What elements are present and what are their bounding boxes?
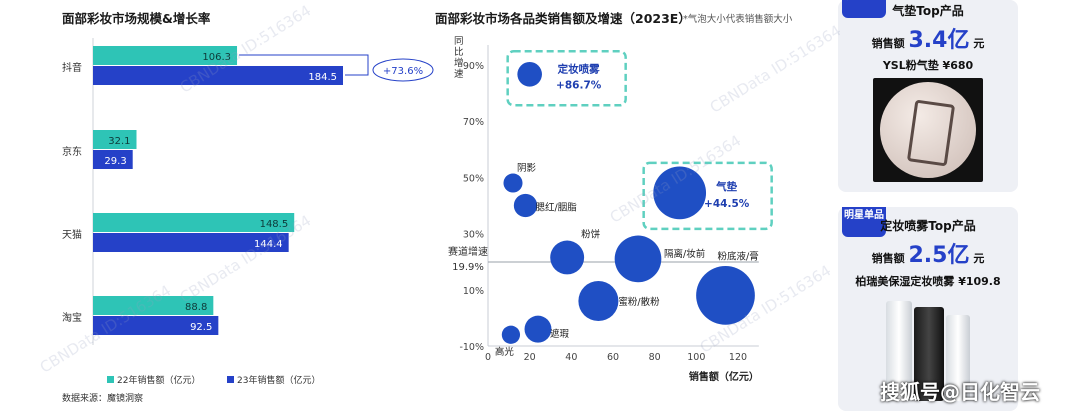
y-tick-label: 70% xyxy=(463,117,484,128)
x-tick-label: 120 xyxy=(729,352,747,363)
highlight-name: 定妆喷雾 xyxy=(557,62,600,75)
cushion-sales-row: 销售额 3.4亿 元 xyxy=(848,22,1008,54)
cushion-top-label: 气垫Top产品 xyxy=(892,4,964,18)
y-tick-label: 30% xyxy=(463,230,484,241)
bar-2023 xyxy=(93,150,133,169)
bar-2023 xyxy=(93,66,343,85)
footer-brand: 搜狐号@日化智云 xyxy=(880,380,1040,404)
bubble xyxy=(517,61,542,87)
bar-2022 xyxy=(93,213,295,232)
sales-label: 销售额 xyxy=(871,252,905,265)
sales-value: 2.5亿 xyxy=(908,243,970,268)
bar-value-label: 144.4 xyxy=(254,239,283,250)
x-tick-label: 80 xyxy=(649,352,661,363)
data-source: 数据来源：魔镜洞察 xyxy=(62,394,144,404)
bubble-label: 粉底液/膏 xyxy=(718,250,759,262)
highlight-box xyxy=(506,50,627,107)
cushion-product-image xyxy=(873,78,983,182)
bar-value-label: 92.5 xyxy=(190,322,212,333)
left-chart-title: 面部彩妆市场规模&增长率 xyxy=(62,11,211,26)
bar-2023 xyxy=(93,316,219,335)
bubble-label: 腮红/胭脂 xyxy=(536,202,578,214)
bubble xyxy=(550,240,585,275)
highlight-name: 气垫 xyxy=(715,180,738,193)
bubble-label: 遮瑕 xyxy=(550,328,570,340)
growth-label: +73.6% xyxy=(383,66,423,77)
bubble-label: 粉饼 xyxy=(581,228,601,240)
x-tick-label: 100 xyxy=(687,352,705,363)
bar-chart: 抖音 106.3 184.5 京东 32.1 29.3 天猫 148.5 144.4 淘宝 88.8… xyxy=(62,38,434,386)
y-axis-title: 同比增速 xyxy=(454,36,464,80)
highlight-box xyxy=(642,161,773,231)
highlight-growth: +44.5% xyxy=(704,198,750,210)
bubble-chart-title: 面部彩妆市场各品类销售额及增速（2023E） xyxy=(435,11,691,26)
x-tick-label: 0 xyxy=(485,352,491,363)
spray-sales-row: 销售额 2.5亿 元 xyxy=(848,237,1008,269)
reference-value: 19.9% xyxy=(452,262,484,273)
bar-value-label: 184.5 xyxy=(308,72,337,83)
sales-label: 销售额 xyxy=(871,37,905,50)
cushion-card: 明星单品 气垫Top产品 销售额 3.4亿 元 YSL粉气垫 ¥680 xyxy=(838,0,1018,192)
bar-value-label: 106.3 xyxy=(202,52,231,63)
bubble xyxy=(503,173,523,193)
bubble xyxy=(578,281,619,322)
bubble xyxy=(501,325,521,344)
bar-2022 xyxy=(93,296,214,315)
bar-2022 xyxy=(93,46,238,65)
bar-category-label: 天猫 xyxy=(62,228,82,241)
star-product-badge: 明星单品 xyxy=(842,0,886,18)
bubble-size-note: *气泡大小代表销售额大小 xyxy=(683,14,793,25)
legend-swatch-2022 xyxy=(107,376,114,383)
spray-card: 明星单品 定妆喷雾Top产品 销售额 2.5亿 元 柏瑞美保湿定妆喷雾 ¥109… xyxy=(838,207,1018,411)
spray-top-label: 定妆喷雾Top产品 xyxy=(880,219,976,233)
bar-category-label: 淘宝 xyxy=(62,311,82,324)
spray-product-image xyxy=(878,293,978,405)
y-tick-label: 50% xyxy=(463,173,484,184)
bubble-label: 蜜粉/散粉 xyxy=(618,296,660,308)
bubble xyxy=(513,193,538,218)
bubble-label: 隔离/妆前 xyxy=(664,248,705,260)
sales-unit: 元 xyxy=(973,37,985,50)
y-tick-label: 90% xyxy=(463,61,484,72)
legend-swatch-2023 xyxy=(227,376,234,383)
bubble xyxy=(524,315,552,343)
growth-bracket xyxy=(239,54,369,76)
x-tick-label: 60 xyxy=(607,352,619,363)
sales-unit: 元 xyxy=(973,252,985,265)
bar-2023 xyxy=(93,233,289,252)
x-tick-label: 20 xyxy=(524,352,536,363)
bubble-chart: 同比增速 -10% 10% 30% 50% 70% 90% 0 20 40 60 80 100 120 销售… xyxy=(448,36,773,383)
x-axis-title: 销售额（亿元） xyxy=(689,370,759,383)
highlight-growth: +86.7% xyxy=(556,79,602,91)
bar-value-label: 29.3 xyxy=(104,156,126,167)
bubble-label: 阴影 xyxy=(517,163,537,174)
sales-value: 3.4亿 xyxy=(908,28,970,53)
bubble xyxy=(696,266,755,325)
bubble xyxy=(614,235,662,283)
x-tick-label: 40 xyxy=(565,352,577,363)
bar-value-label: 88.8 xyxy=(185,302,207,313)
bar-value-label: 148.5 xyxy=(260,219,289,230)
bar-category-label: 抖音 xyxy=(62,61,82,74)
bubble-label: 高光 xyxy=(495,346,515,358)
y-tick-label: -10% xyxy=(459,342,484,353)
reference-label: 赛道增速 xyxy=(448,245,488,258)
y-tick-label: 10% xyxy=(463,286,484,297)
bubble xyxy=(653,166,707,220)
growth-badge xyxy=(372,58,434,82)
legend-label-2023: 23年销售额（亿元） xyxy=(237,374,320,386)
bar-category-label: 京东 xyxy=(62,145,82,158)
bar-value-label: 32.1 xyxy=(108,136,130,147)
legend-label-2022: 22年销售额（亿元） xyxy=(117,374,200,386)
spray-product-name: 柏瑞美保湿定妆喷雾 ¥109.8 xyxy=(855,275,1001,288)
star-product-badge: 明星单品 xyxy=(842,207,886,237)
bar-2022 xyxy=(93,130,137,149)
cushion-product-name: YSL粉气垫 ¥680 xyxy=(882,59,974,72)
